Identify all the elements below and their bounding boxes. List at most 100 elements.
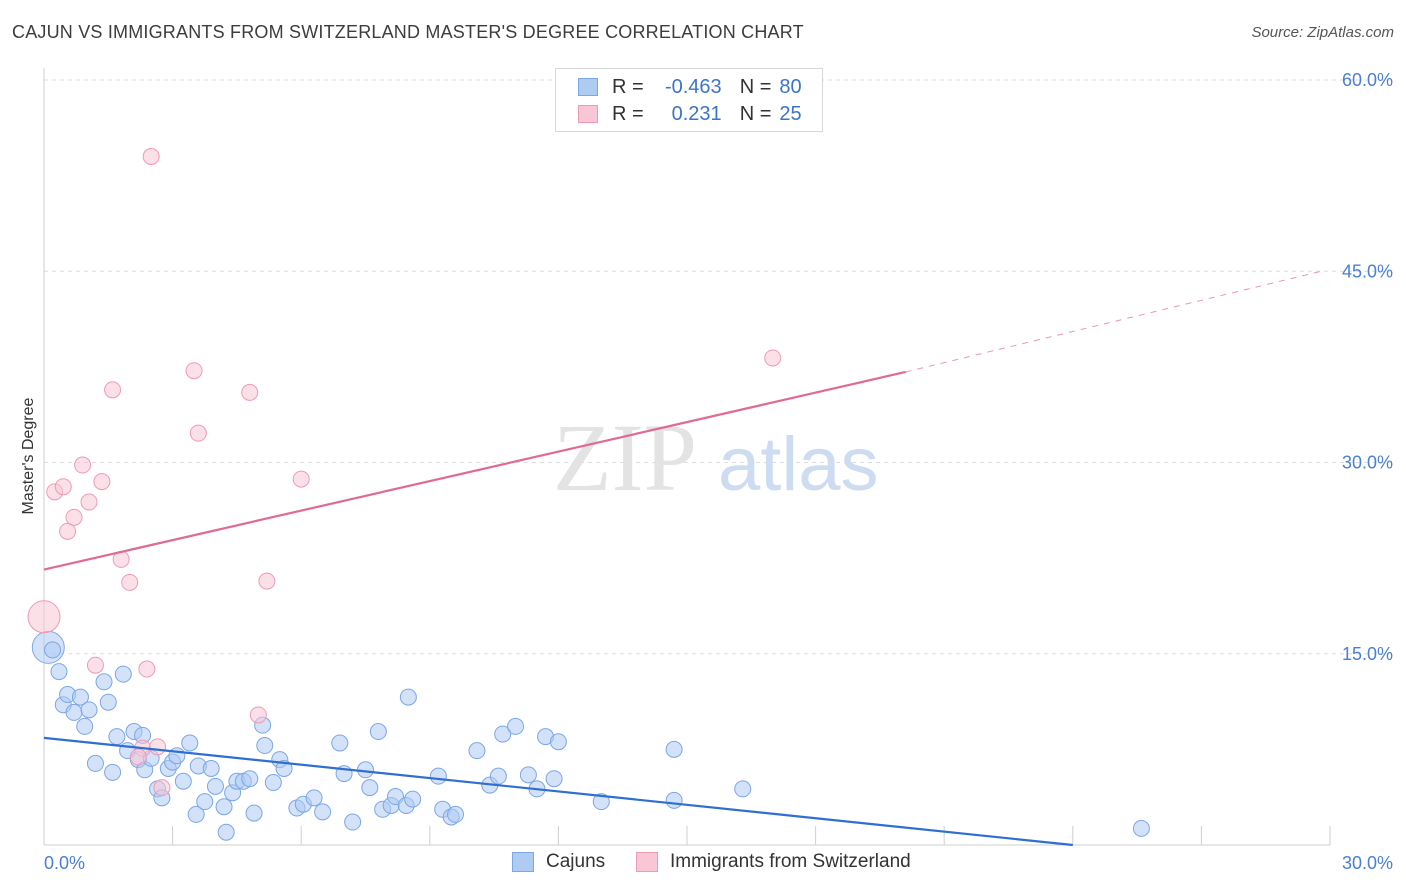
point-switzerland <box>104 381 122 399</box>
watermark-zip: ZIP <box>553 404 697 511</box>
point-cajuns <box>665 791 683 809</box>
point-cajuns <box>76 717 94 735</box>
legend-row-switzerland: R = 0.231 N = 25 <box>578 101 802 127</box>
point-cajuns <box>99 693 117 711</box>
point-switzerland <box>153 779 171 797</box>
y-tick-label: 15.0% <box>1342 644 1393 664</box>
point-cajuns <box>468 742 486 760</box>
legend-row-cajuns: R = -0.463 N = 80 <box>578 74 802 100</box>
point-cajuns <box>545 770 563 788</box>
point-cajuns <box>256 737 274 755</box>
axes <box>43 68 1331 846</box>
series-legend: Cajuns Immigrants from Switzerland <box>0 851 1406 879</box>
tick-labels: 15.0% 30.0% 45.0% 60.0% 0.0% 30.0% <box>44 70 1393 873</box>
point-switzerland <box>142 148 160 165</box>
point-cajuns <box>275 760 293 777</box>
point-cajuns <box>217 823 235 841</box>
y-tick-label: 30.0% <box>1342 453 1393 473</box>
series-legend-switzerland[interactable]: Immigrants from Switzerland <box>636 851 911 873</box>
legend-r-label: R = <box>612 102 644 125</box>
trend-line-switzerland <box>43 370 906 571</box>
point-cajuns <box>344 813 362 831</box>
point-cajuns <box>50 663 68 681</box>
point-cajuns <box>507 717 525 735</box>
point-cajuns <box>519 766 537 784</box>
point-cajuns <box>665 740 683 758</box>
point-switzerland <box>258 572 276 590</box>
grid-lines <box>44 79 1394 655</box>
point-cajuns <box>369 723 387 741</box>
point-cajuns <box>429 767 447 785</box>
correlation-legend: R = -0.463 N = 80 R = 0.231 N = 25 <box>555 68 823 132</box>
point-cajuns <box>404 790 422 808</box>
point-cajuns <box>264 774 282 792</box>
point-switzerland <box>121 573 139 591</box>
point-cajuns <box>80 701 98 719</box>
point-cajuns <box>196 793 214 811</box>
point-cajuns <box>549 733 567 751</box>
series-swatch-cajuns <box>512 852 534 872</box>
series-label-switzerland: Immigrants from Switzerland <box>670 851 911 872</box>
point-cajuns <box>361 779 379 797</box>
point-switzerland <box>80 493 98 511</box>
data-points <box>27 148 1150 841</box>
point-switzerland <box>74 456 92 474</box>
trend-line-cajuns <box>43 736 1073 847</box>
legend-swatch-cajuns <box>578 78 598 96</box>
y-axis-label: Master's Degree <box>20 397 37 514</box>
source-label: Source: ZipAtlas.com <box>1251 24 1394 41</box>
point-cajuns <box>734 780 752 798</box>
series-label-cajuns: Cajuns <box>546 851 606 872</box>
point-cajuns <box>202 760 220 777</box>
point-cajuns <box>114 665 132 683</box>
point-cajuns <box>187 805 205 823</box>
point-cajuns <box>174 772 192 790</box>
point-cajuns <box>1132 819 1150 837</box>
trend-line-extension <box>905 270 1322 373</box>
point-cajuns <box>71 688 89 706</box>
point-cajuns <box>44 641 62 659</box>
point-switzerland <box>27 600 61 634</box>
point-cajuns <box>399 688 417 706</box>
point-cajuns <box>241 770 259 788</box>
point-cajuns <box>65 703 83 721</box>
chart-title: CAJUN VS IMMIGRANTS FROM SWITZERLAND MAS… <box>12 22 804 42</box>
series-swatch-switzerland <box>636 852 658 872</box>
point-switzerland <box>189 424 207 442</box>
point-cajuns <box>447 805 465 823</box>
point-cajuns <box>206 777 224 795</box>
point-switzerland <box>129 748 147 766</box>
point-cajuns <box>494 725 512 743</box>
legend-n-value: 25 <box>779 102 802 125</box>
legend-swatch-switzerland <box>578 105 598 123</box>
point-switzerland <box>241 383 259 401</box>
point-switzerland <box>185 362 203 380</box>
point-cajuns <box>108 728 126 746</box>
point-cajuns <box>489 767 507 785</box>
point-cajuns <box>314 803 332 821</box>
x-tick-label: 0.0% <box>44 853 85 873</box>
point-switzerland <box>138 660 156 678</box>
point-cajuns <box>331 734 349 752</box>
point-switzerland <box>249 706 267 724</box>
point-cajuns <box>181 734 199 752</box>
point-switzerland <box>93 473 111 491</box>
point-switzerland <box>764 349 782 367</box>
point-cajuns <box>305 789 323 807</box>
point-cajuns <box>95 673 113 691</box>
legend-n-label: N = <box>739 102 772 125</box>
x-tick-label: 30.0% <box>1342 853 1393 873</box>
y-tick-label: 45.0% <box>1342 261 1393 281</box>
legend-r-value: 0.231 <box>671 102 722 125</box>
point-cajuns <box>245 804 263 822</box>
series-legend-cajuns[interactable]: Cajuns <box>512 851 605 873</box>
point-cajuns <box>104 763 122 781</box>
legend-n-label: N = <box>739 75 772 98</box>
y-tick-label: 60.0% <box>1342 70 1393 90</box>
point-cajuns <box>215 798 233 816</box>
point-switzerland <box>54 478 72 496</box>
point-switzerland <box>65 508 83 526</box>
legend-r-label: R = <box>612 75 644 98</box>
point-switzerland <box>59 522 77 540</box>
